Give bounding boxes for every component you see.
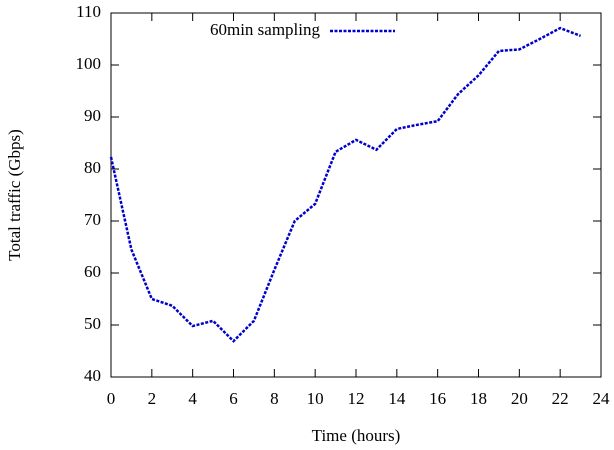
data-line: [109, 26, 582, 343]
y-tick-label: 70: [84, 210, 101, 229]
x-tick-label: 20: [511, 389, 528, 408]
x-tick-label: 2: [148, 389, 157, 408]
x-tick-label: 8: [270, 389, 279, 408]
x-tick-label: 16: [429, 389, 446, 408]
x-tick-label: 0: [107, 389, 116, 408]
plot-frame: [110, 12, 602, 378]
y-tick-label: 40: [84, 366, 101, 385]
x-tick-label: 24: [593, 389, 611, 408]
y-axis-label: Total traffic (Gbps): [5, 129, 24, 261]
y-tick-label: 50: [84, 314, 101, 333]
y-tick-label: 100: [76, 54, 102, 73]
x-tick-label: 14: [388, 389, 406, 408]
y-tick-label: 60: [84, 262, 101, 281]
x-tick-label: 4: [188, 389, 197, 408]
x-tick-label: 18: [470, 389, 487, 408]
x-tick-label: 22: [552, 389, 569, 408]
y-tick-label: 110: [76, 2, 101, 21]
x-tick-label: 6: [229, 389, 238, 408]
x-axis-label: Time (hours): [312, 426, 401, 445]
legend-label: 60min sampling: [210, 20, 321, 39]
y-tick-label: 80: [84, 158, 101, 177]
y-tick-label: 90: [84, 106, 101, 125]
x-tick-label: 12: [348, 389, 365, 408]
x-tick-label: 10: [307, 389, 324, 408]
